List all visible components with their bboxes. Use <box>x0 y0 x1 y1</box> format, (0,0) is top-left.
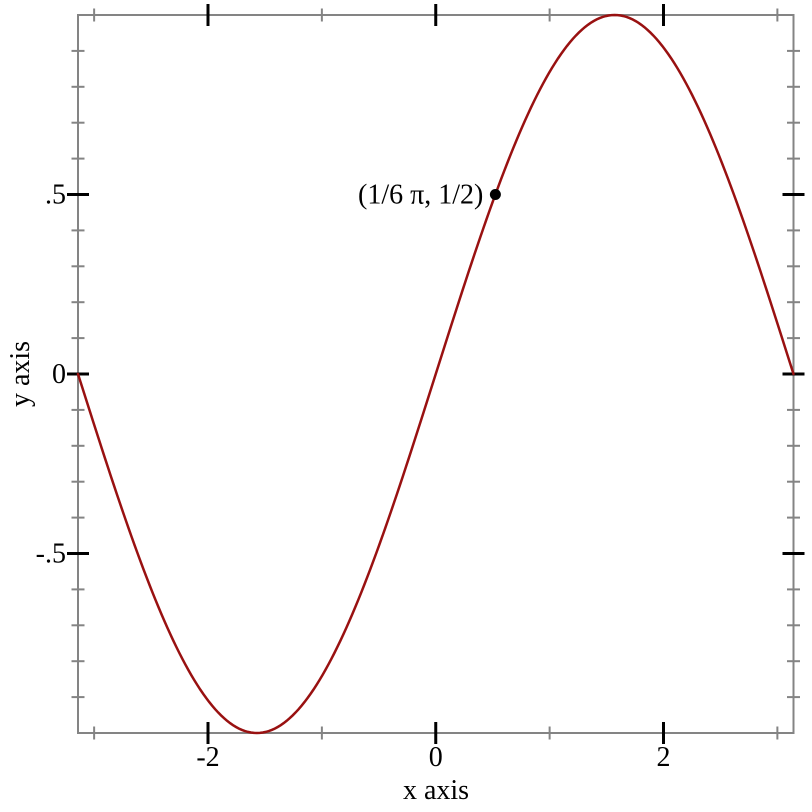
point-label: (1/6 π, 1/2) <box>358 180 483 211</box>
y-axis-label: y axis <box>5 341 36 407</box>
x-axis-label: x axis <box>403 775 469 806</box>
function-curve <box>76 13 795 735</box>
y-tick-label: 0 <box>52 359 66 390</box>
x-tick-label: -2 <box>196 742 219 773</box>
y-tick-label: .5 <box>45 180 66 211</box>
y-tick-label: -.5 <box>36 539 66 570</box>
plot-generated-content: -2 0 2 .5 0 -.5 (1/6 π, 1/2) <box>36 4 805 773</box>
point-marker <box>489 189 501 200</box>
x-tick-label: 0 <box>429 742 443 773</box>
x-tick-label: 2 <box>657 742 671 773</box>
